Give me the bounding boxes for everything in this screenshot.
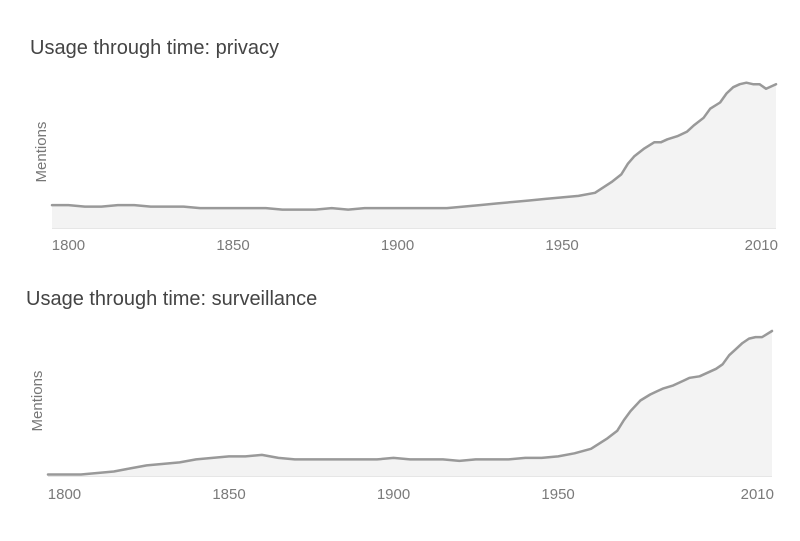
x-tick-label: 2010 <box>745 237 778 254</box>
series-line <box>46 329 774 476</box>
y-axis-label: Mentions <box>29 371 46 432</box>
x-tick-label: 1850 <box>216 237 249 254</box>
series-line <box>50 81 778 211</box>
y-axis-label: Mentions <box>33 122 50 183</box>
x-tick-label: 1800 <box>52 237 85 254</box>
chart-title: Usage through time: privacy <box>30 37 280 59</box>
chart-surveillance: Usage through time: surveillance Mention… <box>0 270 800 541</box>
x-tick-label: 1900 <box>377 486 410 503</box>
series-area <box>48 331 772 476</box>
x-tick-label: 1950 <box>541 486 574 503</box>
x-tick-label: 2010 <box>741 486 774 503</box>
chart-svg-surveillance: Mentions 1800 1850 1900 1950 2010 <box>29 329 774 503</box>
chart-privacy: Usage through time: privacy Mentions 1800… <box>0 0 800 270</box>
chart-svg-privacy: Mentions 1800 1850 1900 1950 2010 <box>33 81 778 254</box>
chart-title: Usage through time: surveillance <box>26 288 318 310</box>
x-tick-label: 1800 <box>48 486 81 503</box>
series-area <box>52 82 776 228</box>
x-tick-label: 1850 <box>212 486 245 503</box>
x-tick-label: 1950 <box>545 237 578 254</box>
x-tick-label: 1900 <box>381 237 414 254</box>
